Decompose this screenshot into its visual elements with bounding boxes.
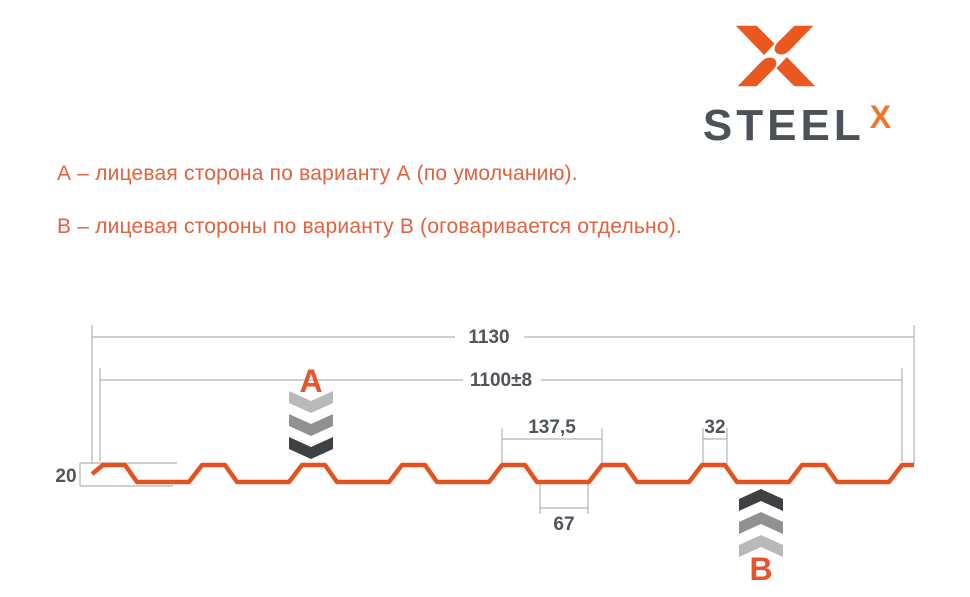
logo-wordmark-x: X: [869, 99, 892, 135]
logo-hook-lower: [737, 57, 777, 87]
dim-rib-top-label: 32: [704, 417, 725, 438]
marker-a-label: A: [299, 363, 322, 399]
dim-rib-top: 32: [702, 417, 728, 465]
dim-rib-bottom: 67: [539, 484, 589, 535]
marker-side-b: B: [739, 489, 783, 587]
dim-overall-width: 1130: [91, 325, 915, 464]
dim-profile-height: 20: [55, 462, 177, 487]
dim-overall-width-label: 1130: [468, 327, 509, 348]
dim-useful-width: 1100±8: [99, 368, 903, 461]
dim-useful-width-label: 1100±8: [470, 370, 532, 391]
logo-hook-upper: [774, 25, 814, 55]
dim-rib-pitch-label: 137,5: [528, 417, 576, 438]
sheet-profile-outline: [90, 462, 914, 485]
note-variant-b: В – лицевая стороны по варианту В (огова…: [57, 215, 682, 238]
logo-wordmark-text: STEEL: [702, 101, 865, 150]
marker-a-chevrons-down-icon: [289, 391, 333, 459]
marker-b-label: B: [749, 551, 772, 587]
dim-rib-bottom-label: 67: [553, 514, 574, 535]
dim-profile-height-label: 20: [55, 466, 76, 487]
steelx-logo-icon: [735, 25, 816, 87]
profile-diagram: 1130 1100±8 137,5 32: [55, 325, 915, 587]
logo-arm-nw: [735, 25, 775, 56]
marker-side-a: A: [289, 363, 333, 459]
marker-b-chevrons-up-icon: [739, 489, 783, 557]
note-variant-a: А – лицевая сторона по варианту А (по ум…: [57, 162, 578, 185]
dim-rib-pitch: 137,5: [501, 417, 603, 465]
logo-wordmark: STEEL X: [684, 99, 910, 150]
logo-arm-se: [776, 56, 816, 87]
